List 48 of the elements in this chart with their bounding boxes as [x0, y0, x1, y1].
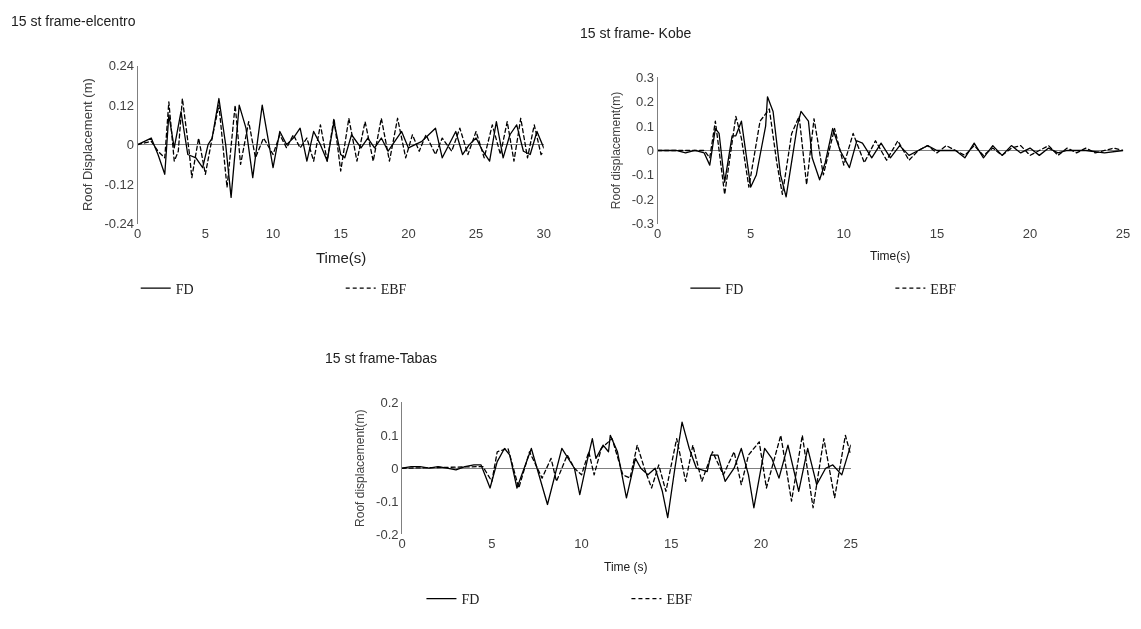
x-tick-label: 10: [574, 536, 589, 552]
x-tick-label: 5: [201, 225, 209, 241]
x-tick-label: 25: [1115, 225, 1131, 241]
y-tick-label: -0.1: [376, 493, 399, 509]
x-axis-title: Time (s): [604, 560, 648, 574]
x-tick-label: 20: [1022, 225, 1038, 241]
x-tick-label: 10: [265, 225, 281, 241]
legend-label: FD: [725, 281, 744, 297]
x-tick-label: 25: [468, 225, 484, 241]
y-tick-label: 0.24: [108, 58, 135, 74]
chart-title: 15 st frame-Tabas: [325, 350, 438, 366]
y-axis-title: Roof displacement(m): [608, 91, 623, 210]
y-axis-title: Roof Displacement (m): [80, 78, 96, 212]
y-tick-label: -0.2: [376, 526, 399, 542]
x-tick-label: 5: [488, 536, 496, 552]
legend-label: EBF: [930, 281, 957, 297]
y-tick-label: 0.12: [108, 97, 135, 113]
x-tick-label: 20: [401, 225, 416, 241]
chart-title: 15 st frame-elcentro: [11, 13, 136, 29]
y-tick-label: 0.2: [635, 94, 655, 110]
y-tick-label: 0.1: [635, 118, 655, 134]
y-tick-label: -0.1: [631, 167, 655, 183]
legend-label: EBF: [666, 591, 693, 607]
y-axis-title: Roof displacement(m): [353, 409, 368, 527]
x-tick-label: 25: [843, 536, 858, 552]
y-tick-label: 0: [646, 143, 655, 159]
legend-label: FD: [175, 281, 194, 297]
y-tick-label: 0: [391, 460, 399, 476]
y-tick-label: 0.3: [635, 69, 655, 85]
y-tick-label: 0.2: [380, 394, 399, 410]
x-tick-label: 30: [536, 225, 551, 241]
y-tick-label: 0.1: [380, 427, 399, 443]
y-tick-label: 0: [126, 137, 135, 153]
legend-label: EBF: [380, 281, 407, 297]
x-tick-label: 15: [664, 536, 679, 552]
x-axis-title: Time(s): [316, 249, 367, 266]
x-tick-label: 15: [333, 225, 348, 241]
x-tick-label: 10: [836, 225, 852, 241]
y-tick-label: -0.2: [631, 191, 655, 207]
x-axis-title: Time(s): [870, 249, 911, 263]
y-tick-label: -0.24: [104, 216, 135, 232]
x-tick-label: 15: [929, 225, 945, 241]
chart-title: 15 st frame- Kobe: [580, 25, 692, 41]
y-tick-label: -0.12: [104, 176, 135, 192]
y-tick-label: -0.3: [631, 216, 655, 232]
x-tick-label: 5: [747, 225, 755, 241]
x-tick-label: 20: [753, 536, 769, 552]
legend-label: FD: [461, 591, 480, 607]
